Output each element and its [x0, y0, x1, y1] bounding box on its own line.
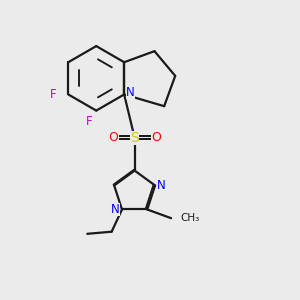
Text: N: N — [111, 203, 120, 216]
Text: N: N — [157, 179, 166, 192]
Text: F: F — [50, 88, 56, 101]
Text: S: S — [130, 131, 139, 145]
Text: F: F — [85, 115, 92, 128]
Text: O: O — [151, 131, 161, 144]
Text: N: N — [126, 86, 135, 100]
Text: O: O — [108, 131, 118, 144]
Text: CH₃: CH₃ — [181, 213, 200, 223]
